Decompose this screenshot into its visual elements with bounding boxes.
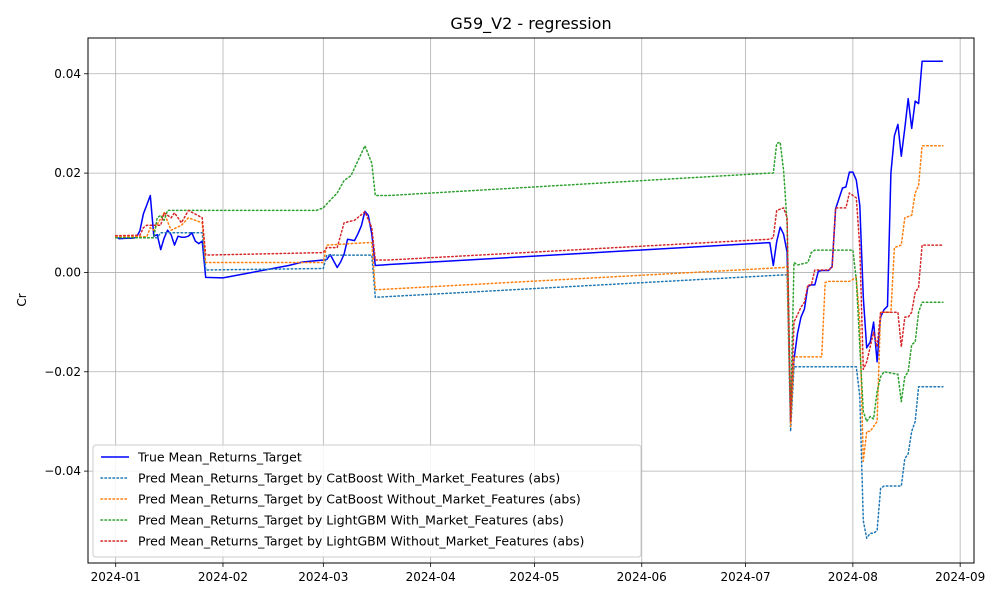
series-line-3 [114, 141, 944, 423]
x-tick-label: 2024-01 [91, 570, 141, 584]
legend-label: Pred Mean_Returns_Target by CatBoost Wit… [138, 471, 560, 486]
y-axis: −0.04 −0.02 0.00 0.02 0.04 [44, 67, 88, 478]
series-layer [114, 60, 944, 539]
plot-frame [87, 37, 975, 564]
y-tick-label: 0.04 [54, 67, 81, 81]
x-tick-label: 2024-04 [406, 570, 456, 584]
y-tick-label: −0.04 [44, 464, 81, 478]
series-line-2 [114, 145, 944, 462]
x-tick-label: 2024-03 [298, 570, 348, 584]
x-tick-label: 2024-09 [935, 570, 985, 584]
y-tick-label: 0.02 [54, 166, 81, 180]
legend-box [92, 444, 642, 558]
series-line-4 [114, 192, 944, 423]
series-line-0 [115, 60, 943, 423]
x-axis: 2024-01 2024-02 2024-03 2024-04 2024-05 2024-… [91, 563, 985, 584]
y-tick-label: −0.02 [44, 365, 81, 379]
y-tick-label: 0.00 [54, 265, 81, 279]
legend-label: Pred Mean_Returns_Target by LightGBM Wit… [138, 513, 564, 528]
y-axis-label: Cr [15, 293, 29, 306]
chart-title: G59_V2 - regression [450, 14, 611, 34]
x-tick-label: 2024-07 [721, 570, 771, 584]
legend-label: True Mean_Returns_Target [137, 450, 302, 465]
x-tick-label: 2024-08 [828, 570, 878, 584]
grid [88, 38, 974, 563]
legend: True Mean_Returns_Target Pred Mean_Return… [92, 444, 642, 558]
legend-label: Pred Mean_Returns_Target by CatBoost Wit… [138, 492, 581, 507]
x-tick-label: 2024-06 [617, 570, 667, 584]
x-tick-label: 2024-02 [198, 570, 248, 584]
series-line-1 [114, 231, 944, 539]
legend-label: Pred Mean_Returns_Target by LightGBM Wit… [138, 534, 584, 549]
x-tick-label: 2024-05 [509, 570, 559, 584]
